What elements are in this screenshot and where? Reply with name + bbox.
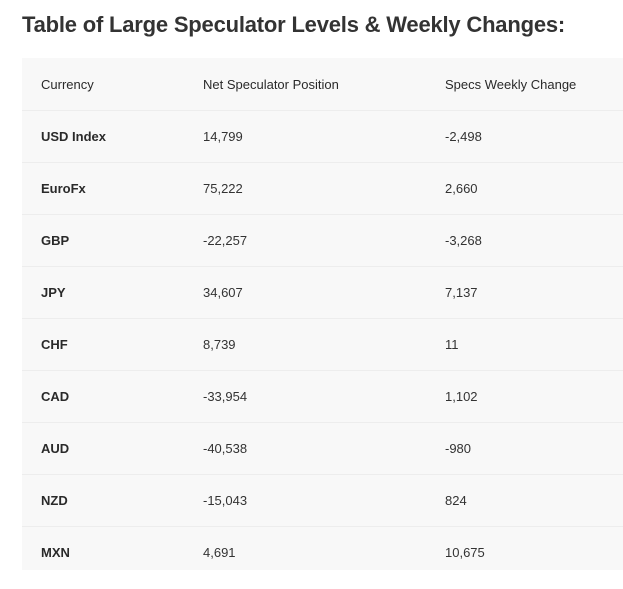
currency-cell: MXN bbox=[41, 545, 70, 560]
speculator-table-container: Currency Net Speculator Position Specs W… bbox=[22, 58, 623, 570]
table-row: GBP -22,257 -3,268 bbox=[22, 214, 623, 267]
net-position-cell: 75,222 bbox=[203, 181, 243, 196]
net-position-cell: -22,257 bbox=[203, 233, 248, 248]
currency-cell: AUD bbox=[41, 441, 70, 456]
net-position-cell: 14,799 bbox=[203, 129, 243, 144]
net-position-cell: -15,043 bbox=[203, 493, 248, 508]
column-header-weekly-change: Specs Weekly Change bbox=[445, 76, 577, 92]
currency-cell: JPY bbox=[41, 285, 66, 300]
page-title: Table of Large Speculator Levels & Weekl… bbox=[22, 12, 566, 37]
net-position-cell: 34,607 bbox=[203, 285, 243, 300]
net-position-cell: 4,691 bbox=[203, 545, 236, 560]
table-row: EuroFx 75,222 2,660 bbox=[22, 162, 623, 215]
currency-cell: EuroFx bbox=[41, 181, 86, 196]
table-row: CHF 8,739 11 bbox=[22, 318, 623, 371]
table-header-row: Currency Net Speculator Position Specs W… bbox=[22, 58, 623, 111]
net-position-cell: -33,954 bbox=[203, 389, 248, 404]
table-row: JPY 34,607 7,137 bbox=[22, 266, 623, 319]
currency-cell: USD Index bbox=[41, 129, 107, 144]
speculator-table: Currency Net Speculator Position Specs W… bbox=[22, 58, 623, 578]
table-row: CAD -33,954 1,102 bbox=[22, 370, 623, 423]
column-header-net-position: Net Speculator Position bbox=[203, 76, 339, 92]
weekly-change-cell: 7,137 bbox=[445, 285, 478, 300]
table-row: USD Index 14,799 -2,498 bbox=[22, 110, 623, 163]
weekly-change-cell: 2,660 bbox=[445, 181, 478, 196]
weekly-change-cell: 10,675 bbox=[445, 545, 485, 560]
table-row: NZD -15,043 824 bbox=[22, 474, 623, 527]
currency-cell: GBP bbox=[41, 233, 70, 248]
weekly-change-cell: -980 bbox=[445, 441, 472, 456]
net-position-cell: -40,538 bbox=[203, 441, 248, 456]
currency-cell: CHF bbox=[41, 337, 68, 352]
weekly-change-cell: 1,102 bbox=[445, 389, 478, 404]
table-row: AUD -40,538 -980 bbox=[22, 422, 623, 475]
currency-cell: CAD bbox=[41, 389, 70, 404]
weekly-change-cell: -3,268 bbox=[445, 233, 482, 248]
weekly-change-cell: 824 bbox=[445, 493, 467, 508]
net-position-cell: 8,739 bbox=[203, 337, 236, 352]
table-row: MXN 4,691 10,675 bbox=[22, 526, 623, 579]
currency-cell: NZD bbox=[41, 493, 68, 508]
weekly-change-cell: -2,498 bbox=[445, 129, 482, 144]
column-header-currency: Currency bbox=[41, 76, 94, 92]
weekly-change-cell: 11 bbox=[445, 337, 459, 352]
